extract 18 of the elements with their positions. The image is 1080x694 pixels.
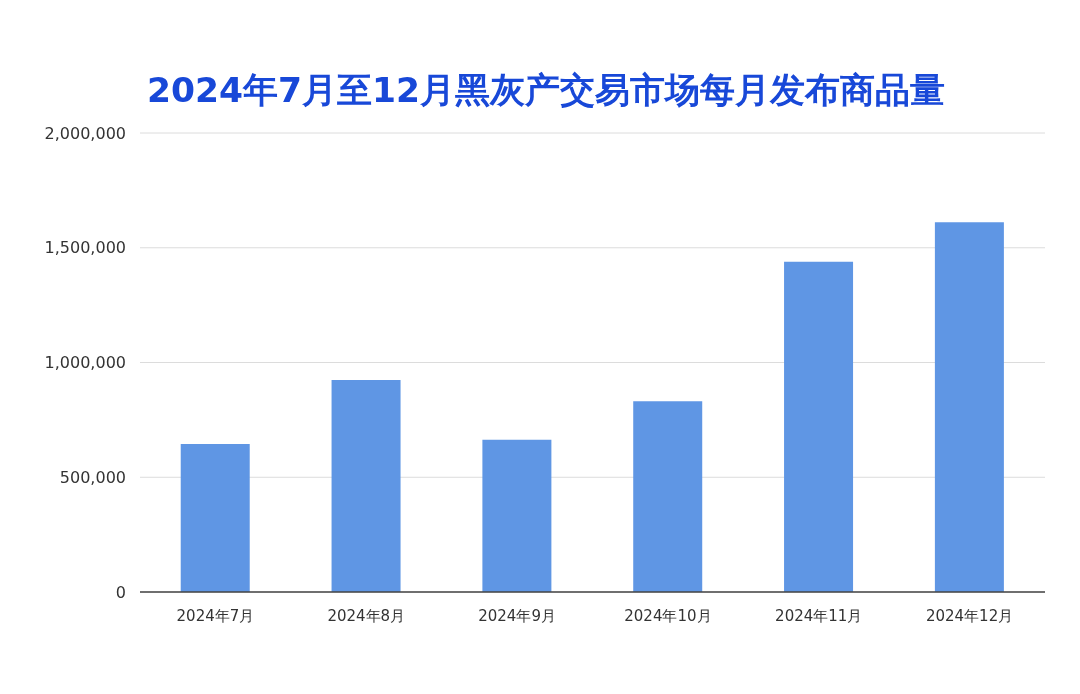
bar: [180, 443, 250, 592]
bar: [482, 439, 552, 592]
bar: [784, 261, 854, 592]
y-tick-label: 0: [115, 582, 126, 602]
y-tick-label: 500,000: [59, 467, 126, 487]
x-tick-label: 2024年11月: [775, 606, 863, 625]
bar: [633, 401, 703, 592]
bar: [934, 222, 1004, 592]
y-tick-label: 1,500,000: [44, 238, 126, 258]
x-tick-label: 2024年10月: [624, 606, 712, 625]
chart-title: 2024年7月至12月黑灰产交易市场每月发布商品量: [147, 69, 946, 111]
bar: [331, 379, 401, 592]
x-tick-label: 2024年9月: [478, 606, 556, 625]
y-tick-label: 2,000,000: [44, 123, 126, 143]
x-tick-label: 2024年12月: [925, 606, 1014, 625]
x-tick-label: 2024年8月: [327, 606, 406, 625]
x-tick-label: 2024年7月: [176, 606, 255, 625]
y-tick-label: 1,000,000: [44, 353, 126, 373]
